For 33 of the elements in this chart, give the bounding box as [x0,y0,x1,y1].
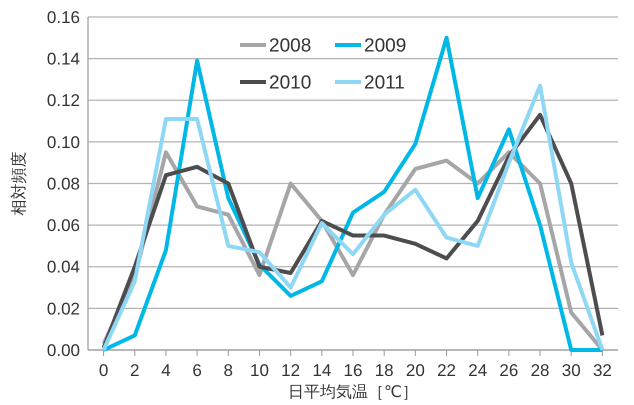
x-tick-label: 32 [592,361,612,380]
legend-label: 2009 [364,36,406,57]
y-tick-label: 0.14 [46,50,80,69]
y-tick-label: 0.08 [46,174,80,194]
x-tick-label: 6 [192,361,202,380]
x-tick-label: 22 [437,361,456,380]
x-tick-label: 4 [161,361,171,380]
x-axis-title: 日平均気温［℃］ [288,384,418,401]
y-tick-label: 0.16 [46,8,80,27]
x-tick-label: 26 [499,361,518,380]
x-tick-label: 18 [374,361,394,380]
y-tick-label: 0.06 [46,216,80,236]
x-tick-label: 10 [250,361,269,380]
y-tick-label: 0.00 [46,340,80,360]
y-axis-title: 相対頻度 [10,152,28,216]
y-tick-label: 0.04 [46,258,80,277]
x-tick-label: 12 [281,361,300,380]
x-tick-label: 20 [406,361,425,380]
x-tick-label: 2 [130,361,140,380]
x-tick-label: 14 [312,361,332,380]
y-tick-label: 0.12 [46,91,80,110]
x-tick-label: 8 [224,361,234,380]
x-tick-label: 30 [562,361,581,380]
legend-label: 2010 [269,72,312,94]
x-tick-label: 24 [468,361,488,380]
y-tick-label: 0.02 [46,299,80,318]
x-tick-label: 16 [344,361,362,380]
legend-label: 2011 [364,72,405,94]
x-tick-label: 28 [530,361,550,380]
x-tick-label: 0 [98,361,108,380]
legend-label: 2008 [269,36,312,57]
line-series [102,36,604,352]
y-tick-label: 0.10 [46,132,80,152]
